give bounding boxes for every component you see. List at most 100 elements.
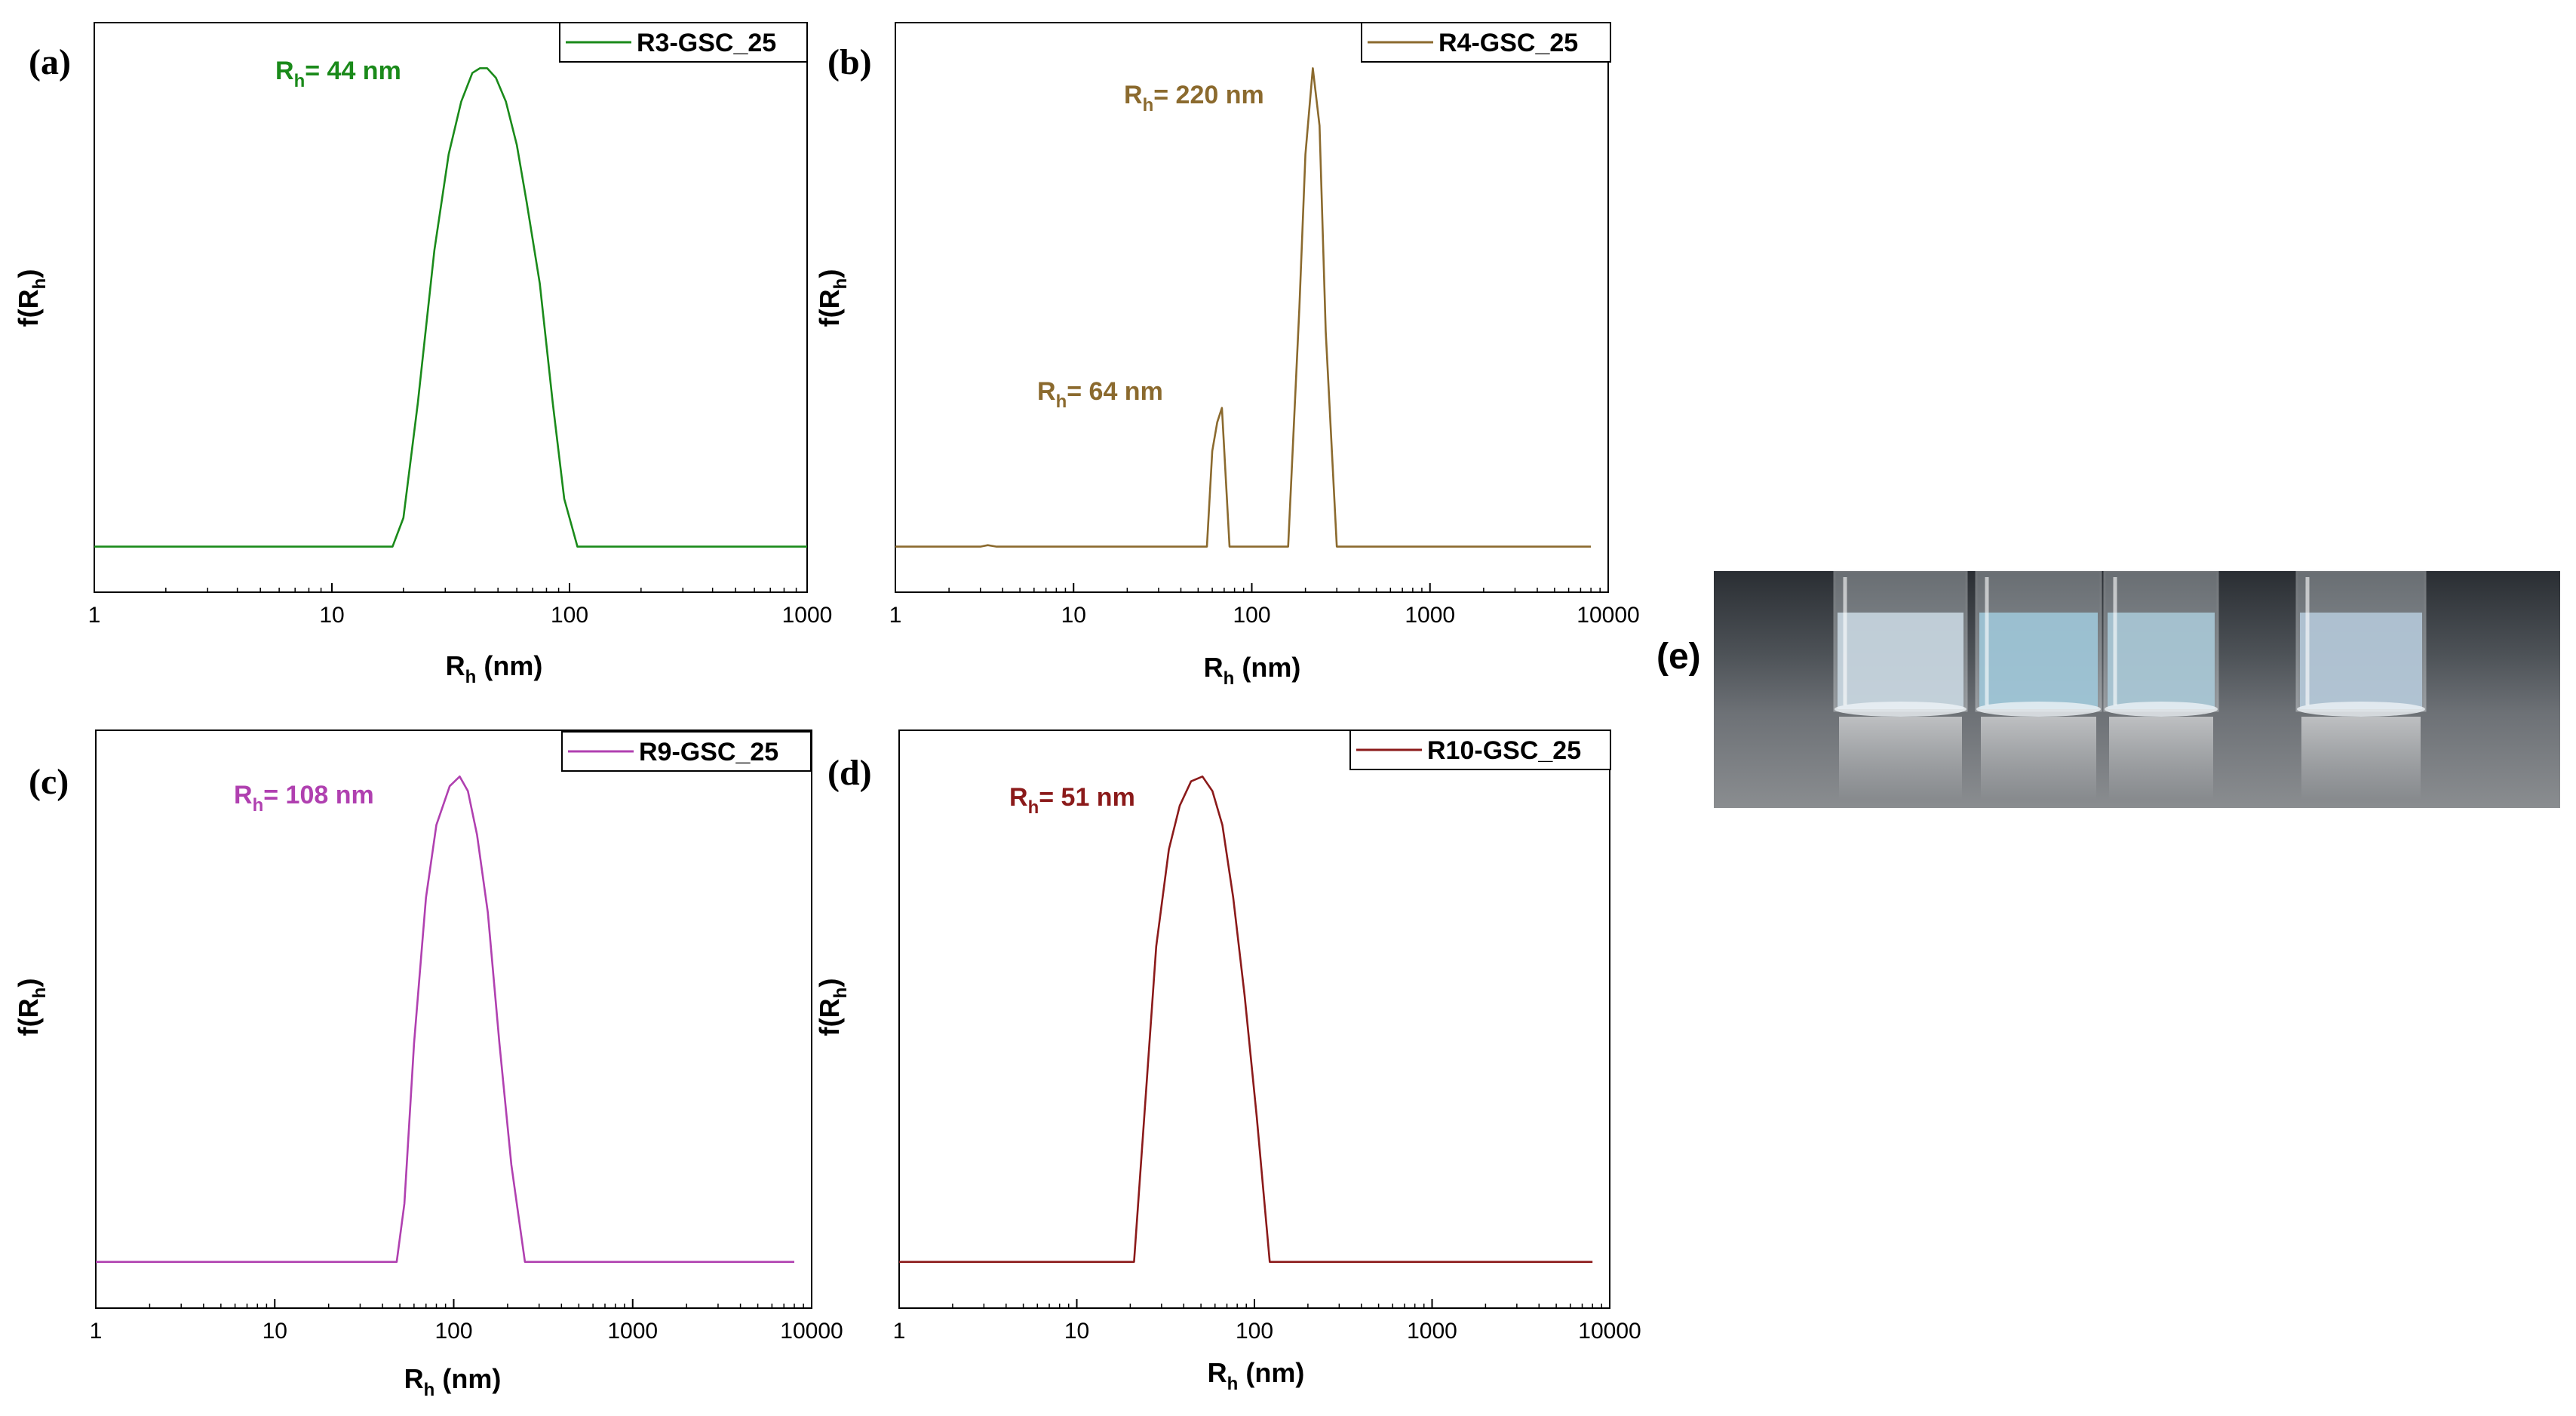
x-tick-label: 100 [1233,603,1270,628]
vial-base [1976,702,2101,717]
annotation-value: = 220 nm [1153,81,1263,109]
x-tick-label: 10 [1064,1319,1089,1344]
legend-label: R9-GSC_25 [639,738,778,766]
y-axis-label-text: f(R [13,998,44,1036]
annotation-symbol: R [1124,81,1143,109]
annotation-subscript: h [294,71,305,91]
x-tick-label: 10000 [1577,603,1639,628]
axis-subscript: h [29,988,50,999]
annotation-value: = 64 nm [1067,377,1163,406]
x-tick-label: 1 [893,1319,906,1344]
series-line-R9-GSC_25 [96,776,794,1263]
annotation-symbol: R [275,57,294,85]
vial-reflection [2301,717,2421,800]
y-axis-label-close: ) [13,978,44,988]
x-tick-label: 10 [319,603,344,628]
vial-liquid [1838,613,1963,709]
annotation-symbol: R [234,781,253,809]
vial [2103,570,2219,800]
annotation-subscript: h [1028,797,1039,818]
y-axis-label-close: ) [814,269,845,278]
panel-label: (a) [29,42,71,82]
peak-annotation: Rh= 108 nm [234,781,374,816]
panel-label: (c) [29,762,69,802]
y-axis-label-text: f(R [13,289,44,327]
axis-unit: (nm) [434,1363,501,1394]
axis-unit: (nm) [1238,1357,1304,1388]
x-tick-label: 1 [90,1319,103,1344]
annotation-value: = 44 nm [305,57,401,85]
x-tick-label: 10000 [780,1319,843,1344]
vial-base [2297,702,2425,717]
vials [1833,570,2427,800]
axis-subscript: h [831,278,851,290]
vial-reflection [1839,717,1962,800]
y-axis-label: f(Rh) [13,978,50,1037]
legend-label: R4-GSC_25 [1438,29,1578,57]
x-tick-label: 10000 [1578,1319,1641,1344]
peak-annotation: Rh= 220 nm [1124,81,1264,115]
y-axis-label: f(Rh) [814,978,851,1037]
axis-symbol: R [404,1363,424,1394]
panel-label: (d) [827,753,872,793]
x-tick-label: 100 [551,603,588,628]
series-line-R10-GSC_25 [899,776,1593,1263]
vial-base [2105,702,2218,717]
vial-liquid [2108,613,2215,709]
vial-liquid [1979,613,2098,709]
axis-symbol: R [1204,652,1224,683]
plot-frame [94,22,808,593]
x-tick-label: 1000 [1405,603,1455,628]
x-tick-label: 100 [1236,1319,1273,1344]
axis-symbol: R [1208,1357,1227,1388]
legend-label: R3-GSC_25 [637,29,776,57]
y-axis-label-text: f(R [814,998,845,1036]
y-axis-label-close: ) [814,978,845,988]
vial [2295,570,2427,800]
y-axis-label-text: f(R [814,289,845,327]
annotation-symbol: R [1009,783,1028,812]
x-tick-label: 100 [434,1319,472,1344]
panel-label: (b) [827,42,872,82]
axis-symbol: R [446,650,465,681]
x-axis-label: Rh (nm) [446,650,543,687]
annotation-subscript: h [1056,392,1067,412]
peak-annotation: Rh= 44 nm [275,57,401,91]
vial [1975,570,2102,800]
x-tick-label: 1 [889,603,902,628]
x-tick-label: 1000 [607,1319,658,1344]
x-tick-label: 1000 [1407,1319,1457,1344]
x-tick-label: 10 [263,1319,287,1344]
x-axis-label: Rh (nm) [404,1363,502,1400]
peak-annotation: Rh= 51 nm [1009,783,1135,818]
panel-e-label: (e) [1656,637,1701,677]
axis-subscript: h [1224,668,1235,689]
series-line-R3-GSC_25 [94,67,807,548]
legend-label: R10-GSC_25 [1427,736,1581,765]
x-tick-label: 10 [1061,603,1086,628]
axis-subscript: h [465,667,477,687]
y-axis-label: f(Rh) [13,269,50,327]
plot-frame [898,730,1610,1309]
annotation-symbol: R [1037,377,1056,406]
annotation-subscript: h [253,795,264,816]
axis-unit: (nm) [476,650,542,681]
axis-subscript: h [29,278,50,290]
y-axis-label: f(Rh) [814,269,851,327]
peak-annotation: Rh= 64 nm [1037,377,1163,412]
x-tick-label: 1 [88,603,101,628]
axis-subscript: h [1227,1374,1239,1394]
vials-photo-panel: (e) [1656,570,2560,808]
annotation-subscript: h [1143,95,1154,115]
x-tick-label: 1000 [782,603,833,628]
plot-frame [95,730,812,1309]
annotation-value: = 108 nm [263,781,373,809]
series-line-R4-GSC_25 [895,67,1592,548]
vial-base [1835,702,1967,717]
